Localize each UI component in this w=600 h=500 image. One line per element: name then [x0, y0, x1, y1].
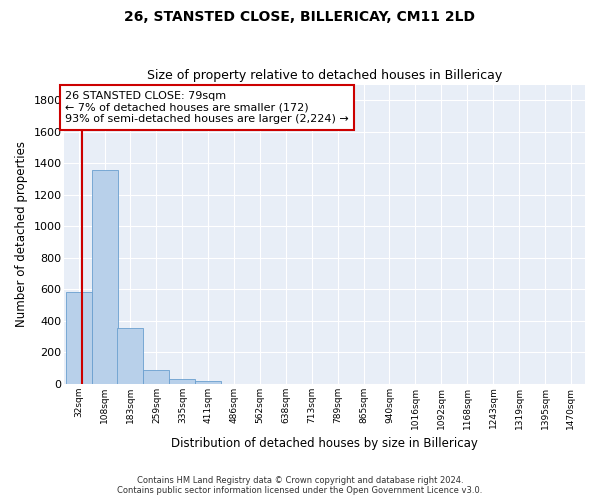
Text: 26, STANSTED CLOSE, BILLERICAY, CM11 2LD: 26, STANSTED CLOSE, BILLERICAY, CM11 2LD — [125, 10, 476, 24]
Text: 26 STANSTED CLOSE: 79sqm
← 7% of detached houses are smaller (172)
93% of semi-d: 26 STANSTED CLOSE: 79sqm ← 7% of detache… — [65, 91, 349, 124]
Title: Size of property relative to detached houses in Billericay: Size of property relative to detached ho… — [147, 69, 502, 82]
Bar — [169, 379, 196, 384]
Y-axis label: Number of detached properties: Number of detached properties — [15, 141, 28, 327]
X-axis label: Distribution of detached houses by size in Billericay: Distribution of detached houses by size … — [171, 437, 478, 450]
Text: Contains HM Land Registry data © Crown copyright and database right 2024.
Contai: Contains HM Land Registry data © Crown c… — [118, 476, 482, 495]
Bar — [92, 170, 118, 384]
Bar — [143, 370, 169, 384]
Bar — [196, 380, 221, 384]
Bar — [118, 328, 143, 384]
Bar — [66, 292, 92, 384]
